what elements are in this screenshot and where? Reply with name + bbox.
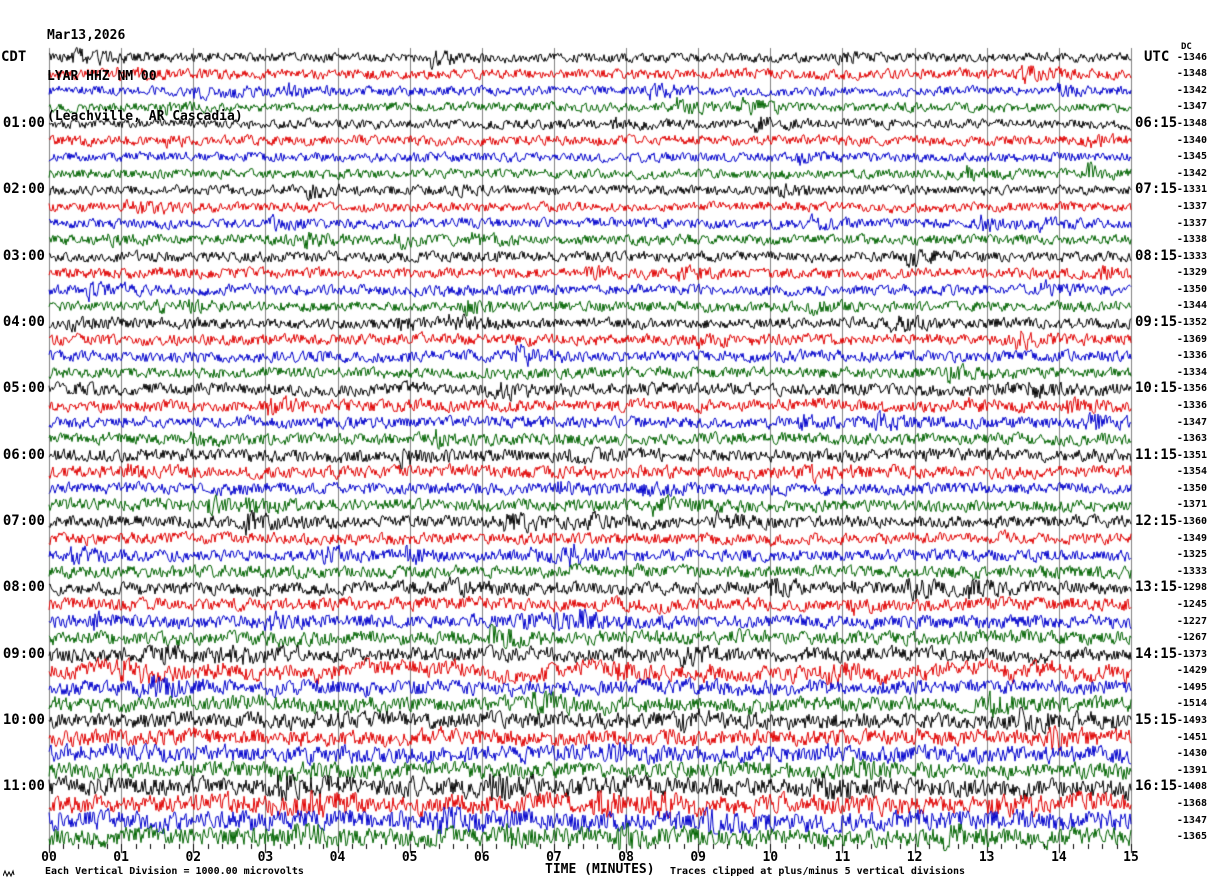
- utc-hour-label: 16:15: [1135, 778, 1178, 795]
- x-tick-label: 13: [978, 850, 995, 865]
- dc-offset-value: -1267: [1176, 632, 1207, 643]
- dc-offset-value: -1227: [1176, 615, 1207, 627]
- dc-offset-value: -1369: [1176, 333, 1207, 345]
- x-tick-label: 08: [618, 850, 634, 865]
- header-date: Mar13,2026: [47, 28, 126, 43]
- dc-offset-value: -1347: [1176, 814, 1207, 826]
- dc-offset-value: -1344: [1176, 300, 1207, 312]
- dc-offset-value: -1430: [1176, 748, 1207, 760]
- plot-header: Mar13,2026 LYAR HHZ NM 00 (Leachville, A…: [47, 2, 243, 151]
- dc-offset-value: -1298: [1176, 582, 1207, 594]
- dc-offset-value: -1342: [1176, 84, 1207, 96]
- x-tick-label: 03: [257, 850, 274, 865]
- cdt-hour-label: 11:00: [2, 778, 45, 795]
- dc-offset-value: -1349: [1176, 532, 1207, 544]
- utc-hour-label: 08:15: [1135, 247, 1178, 264]
- clip-note: Traces clipped at plus/minus 5 vertical …: [670, 866, 966, 877]
- dc-offset-value: -1451: [1176, 731, 1207, 743]
- x-tick-label: 01: [113, 850, 129, 865]
- dc-offset-value: -1345: [1176, 151, 1207, 163]
- dc-offset-header: DC: [1181, 42, 1192, 52]
- dc-offset-value: -1360: [1176, 516, 1207, 527]
- cdt-hour-label: 10:00: [2, 712, 45, 728]
- dc-offset-value: -1331: [1176, 184, 1207, 196]
- dc-offset-value: -1352: [1176, 317, 1207, 328]
- x-tick-label: 04: [329, 850, 346, 865]
- x-tick-label: 15: [1123, 850, 1139, 865]
- x-tick-label: 12: [906, 850, 923, 865]
- x-tick-label: 11: [834, 850, 851, 865]
- x-tick-label: 10: [762, 850, 779, 865]
- dc-offset-value: -1351: [1176, 449, 1207, 461]
- dc-offset-value: -1336: [1176, 399, 1207, 411]
- dc-offset-value: -1337: [1176, 200, 1207, 212]
- dc-offset-value: -1346: [1176, 51, 1207, 63]
- dc-offset-value: -1347: [1176, 416, 1207, 428]
- x-tick-label: 09: [690, 850, 707, 865]
- header-location: (Leachville, AR Cascadia): [47, 109, 243, 124]
- x-tick-label: 05: [401, 850, 418, 865]
- utc-hour-label: 12:15: [1135, 513, 1178, 529]
- utc-hour-label: 10:15: [1135, 380, 1178, 397]
- utc-hour-label: 11:15: [1135, 446, 1178, 463]
- dc-offset-value: -1408: [1176, 781, 1207, 793]
- vertical-division-note: Each Vertical Division = 1000.00 microvo…: [45, 866, 304, 877]
- cdt-hour-label: 06:00: [2, 446, 45, 463]
- cdt-hour-label: 03:00: [2, 247, 45, 264]
- dc-offset-value: -1429: [1176, 665, 1207, 677]
- x-tick-label: 14: [1051, 850, 1067, 865]
- dc-offset-value: -1350: [1176, 482, 1207, 494]
- dc-offset-value: -1354: [1176, 466, 1207, 478]
- dc-offset-value: -1373: [1176, 648, 1207, 660]
- cdt-hour-label: 04:00: [2, 314, 45, 330]
- dc-offset-value: -1334: [1176, 366, 1207, 378]
- dc-offset-value: -1333: [1176, 250, 1207, 262]
- dc-offset-value: -1325: [1176, 549, 1207, 561]
- cdt-hour-label: 01:00: [2, 115, 45, 131]
- cdt-hour-label: 07:00: [2, 513, 45, 529]
- x-tick-label: 02: [185, 850, 202, 865]
- cdt-hour-label: 08:00: [2, 579, 45, 596]
- utc-hour-label: 06:15: [1135, 115, 1178, 131]
- cdt-hour-label: 09:00: [2, 645, 45, 662]
- utc-hour-label: 07:15: [1135, 181, 1178, 198]
- dc-offset-value: -1340: [1176, 134, 1207, 146]
- x-tick-label: 00: [41, 850, 57, 865]
- dc-offset-value: -1337: [1176, 217, 1207, 229]
- dc-offset-value: -1347: [1176, 101, 1207, 113]
- dc-offset-value: -1368: [1176, 797, 1207, 809]
- utc-hour-label: 13:15: [1135, 579, 1178, 596]
- dc-offset-value: -1245: [1176, 598, 1207, 610]
- dc-offset-value: -1348: [1176, 68, 1207, 80]
- dc-offset-value: -1348: [1176, 118, 1207, 129]
- header-station: LYAR HHZ NM 00: [47, 68, 157, 84]
- dc-offset-value: -1336: [1176, 350, 1207, 362]
- x-tick-label: 06: [473, 850, 490, 865]
- dc-offset-value: -1338: [1176, 234, 1207, 245]
- utc-hour-label: 15:15: [1135, 712, 1178, 728]
- right-timezone-label: UTC: [1144, 49, 1170, 65]
- dc-offset-value: -1356: [1176, 383, 1207, 395]
- left-timezone-label: CDT: [1, 49, 27, 65]
- dc-offset-value: -1495: [1176, 681, 1207, 693]
- dc-offset-value: -1350: [1176, 283, 1207, 295]
- dc-offset-value: -1329: [1176, 267, 1207, 279]
- dc-offset-value: -1333: [1176, 565, 1207, 577]
- mini-seismo-icon: [3, 869, 15, 878]
- dc-offset-value: -1342: [1176, 167, 1207, 179]
- dc-offset-value: -1514: [1176, 698, 1207, 710]
- cdt-hour-label: 05:00: [2, 380, 45, 397]
- utc-hour-label: 09:15: [1135, 314, 1178, 330]
- cdt-hour-label: 02:00: [2, 181, 45, 198]
- x-axis-title: TIME (MINUTES): [545, 862, 655, 877]
- dc-offset-value: -1391: [1176, 764, 1207, 776]
- dc-offset-value: -1365: [1176, 831, 1207, 842]
- x-tick-label: 07: [546, 850, 562, 865]
- dc-offset-value: -1493: [1176, 715, 1207, 726]
- dc-offset-value: -1363: [1176, 433, 1207, 444]
- dc-offset-value: -1371: [1176, 499, 1207, 511]
- utc-hour-label: 14:15: [1135, 645, 1178, 662]
